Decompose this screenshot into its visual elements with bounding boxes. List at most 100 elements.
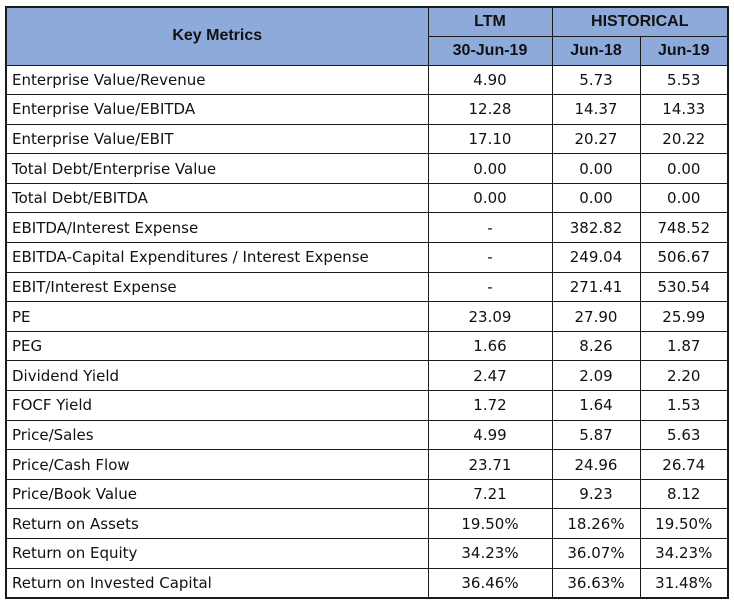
historical-header: HISTORICAL bbox=[551, 6, 729, 37]
table-row: EBIT/Interest Expense -271.41 530.54 bbox=[5, 271, 729, 303]
jun19-value: 19.50% bbox=[639, 508, 729, 539]
ltm-value: 23.71 bbox=[427, 449, 553, 480]
jun19-value: 5.53 bbox=[639, 64, 729, 96]
ltm-value: 23.09 bbox=[427, 301, 553, 332]
metric-label: EBITDA/Interest Expense bbox=[5, 212, 429, 244]
header-row-top: Key Metrics LTM HISTORICAL bbox=[5, 6, 729, 66]
jun19-value: 5.63 bbox=[639, 419, 729, 451]
ltm-value: 7.21 bbox=[427, 478, 553, 510]
ltm-value: 36.46% bbox=[427, 567, 553, 599]
table-row: Return on Equity 34.23% 36.07% 34.23% bbox=[5, 538, 729, 569]
jun18-value: 14.37 bbox=[551, 94, 641, 125]
table-row: EBITDA-Capital Expenditures / Interest E… bbox=[5, 242, 729, 273]
header-row-dates: 30-Jun-19 Jun-18 Jun-19 bbox=[6, 35, 729, 66]
jun18-value: 27.90 bbox=[551, 301, 641, 332]
table-row: Total Debt/EBITDA 0.00 0.00 0.00 bbox=[5, 182, 729, 214]
jun19-value: 25.99 bbox=[639, 301, 729, 332]
ltm-value: 0.00 bbox=[427, 182, 553, 214]
jun19-value: 506.67 bbox=[639, 242, 729, 273]
metric-label: EBITDA-Capital Expenditures / Interest E… bbox=[5, 242, 429, 273]
metric-label: Enterprise Value/Revenue bbox=[5, 64, 429, 96]
metric-label: Dividend Yield bbox=[5, 360, 429, 392]
jun18-value: 249.04 bbox=[551, 242, 641, 273]
table-row: Dividend Yield 2.47 2.09 2.20 bbox=[5, 360, 729, 392]
metric-label: Total Debt/EBITDA bbox=[5, 182, 429, 214]
jun19-value: 26.74 bbox=[639, 449, 729, 480]
ltm-value: 0.00 bbox=[427, 153, 553, 184]
ltm-value: 17.10 bbox=[427, 123, 553, 155]
jun18-value: 0.00 bbox=[551, 182, 641, 214]
metric-label: Price/Sales bbox=[5, 419, 429, 451]
key-metrics-header: Key Metrics bbox=[5, 6, 429, 66]
jun19-value: 748.52 bbox=[639, 212, 729, 244]
metric-label: PE bbox=[5, 301, 429, 332]
hist-date-1-header: Jun-18 bbox=[551, 35, 641, 66]
table-row: PEG 1.66 8.26 1.87 bbox=[5, 330, 729, 362]
ltm-value: 1.66 bbox=[427, 330, 553, 362]
jun19-value: 530.54 bbox=[639, 271, 729, 303]
table-row: Enterprise Value/EBIT 17.10 20.27 20.22 bbox=[5, 123, 729, 155]
metric-label: Enterprise Value/EBIT bbox=[5, 123, 429, 155]
jun18-value: 36.63% bbox=[551, 567, 641, 599]
jun19-value: 31.48% bbox=[639, 567, 729, 599]
key-metrics-table: Key Metrics LTM HISTORICAL 30-Jun-19 Jun… bbox=[5, 6, 730, 599]
jun19-value: 0.00 bbox=[639, 182, 729, 214]
table-body: Enterprise Value/Revenue 4.90 5.73 5.53 Ent… bbox=[5, 64, 729, 599]
jun18-value: 24.96 bbox=[551, 449, 641, 480]
table-row: EBITDA/Interest Expense -382.82 748.52 bbox=[5, 212, 729, 244]
metric-label: PEG bbox=[5, 330, 429, 362]
jun18-value: 1.64 bbox=[551, 390, 641, 421]
metric-label: Price/Cash Flow bbox=[5, 449, 429, 480]
jun19-value: 1.87 bbox=[639, 330, 729, 362]
ltm-date-header: 30-Jun-19 bbox=[427, 35, 553, 66]
jun19-value: 0.00 bbox=[639, 153, 729, 184]
jun18-value: 8.26 bbox=[551, 330, 641, 362]
metric-label: Total Debt/Enterprise Value bbox=[5, 153, 429, 184]
jun18-value: 2.09 bbox=[551, 360, 641, 392]
jun18-value: 5.87 bbox=[551, 419, 641, 451]
metric-label: Return on Equity bbox=[5, 538, 429, 569]
jun19-value: 20.22 bbox=[639, 123, 729, 155]
jun18-value: 36.07% bbox=[551, 538, 641, 569]
table-row: Enterprise Value/Revenue 4.90 5.73 5.53 bbox=[5, 64, 729, 96]
jun18-value: 18.26% bbox=[551, 508, 641, 539]
jun19-value: 14.33 bbox=[639, 94, 729, 125]
table-row: Price/Book Value 7.21 9.23 8.12 bbox=[5, 478, 729, 510]
table-row: Price/Sales 4.99 5.87 5.63 bbox=[5, 419, 729, 451]
ltm-value: 4.90 bbox=[427, 64, 553, 96]
ltm-header: LTM bbox=[427, 6, 553, 37]
hist-date-2-header: Jun-19 bbox=[639, 35, 729, 66]
jun18-value: 5.73 bbox=[551, 64, 641, 96]
table-row: PE 23.09 27.90 25.99 bbox=[5, 301, 729, 332]
table-row: FOCF Yield 1.72 1.64 1.53 bbox=[5, 390, 729, 421]
ltm-value: 34.23% bbox=[427, 538, 553, 569]
ltm-value: 12.28 bbox=[427, 94, 553, 125]
jun19-value: 8.12 bbox=[639, 478, 729, 510]
ltm-value: - bbox=[427, 271, 553, 303]
jun18-value: 271.41 bbox=[551, 271, 641, 303]
jun18-value: 382.82 bbox=[551, 212, 641, 244]
ltm-value: 1.72 bbox=[427, 390, 553, 421]
table-row: Return on Assets 19.50% 18.26% 19.50% bbox=[5, 508, 729, 539]
jun18-value: 20.27 bbox=[551, 123, 641, 155]
table-row: Total Debt/Enterprise Value 0.00 0.00 0.00 bbox=[5, 153, 729, 184]
metric-label: EBIT/Interest Expense bbox=[5, 271, 429, 303]
metric-label: FOCF Yield bbox=[5, 390, 429, 421]
metric-label: Enterprise Value/EBITDA bbox=[5, 94, 429, 125]
table-row: Enterprise Value/EBITDA 12.28 14.37 14.33 bbox=[5, 94, 729, 125]
jun19-value: 1.53 bbox=[639, 390, 729, 421]
metric-label: Return on Assets bbox=[5, 508, 429, 539]
table-row: Price/Cash Flow 23.71 24.96 26.74 bbox=[5, 449, 729, 480]
ltm-value: - bbox=[427, 212, 553, 244]
ltm-value: - bbox=[427, 242, 553, 273]
metric-label: Return on Invested Capital bbox=[5, 567, 429, 599]
jun19-value: 34.23% bbox=[639, 538, 729, 569]
metric-label: Price/Book Value bbox=[5, 478, 429, 510]
jun18-value: 9.23 bbox=[551, 478, 641, 510]
ltm-value: 2.47 bbox=[427, 360, 553, 392]
jun18-value: 0.00 bbox=[551, 153, 641, 184]
ltm-value: 4.99 bbox=[427, 419, 553, 451]
jun19-value: 2.20 bbox=[639, 360, 729, 392]
table-header: Key Metrics LTM HISTORICAL 30-Jun-19 Jun… bbox=[5, 6, 729, 66]
